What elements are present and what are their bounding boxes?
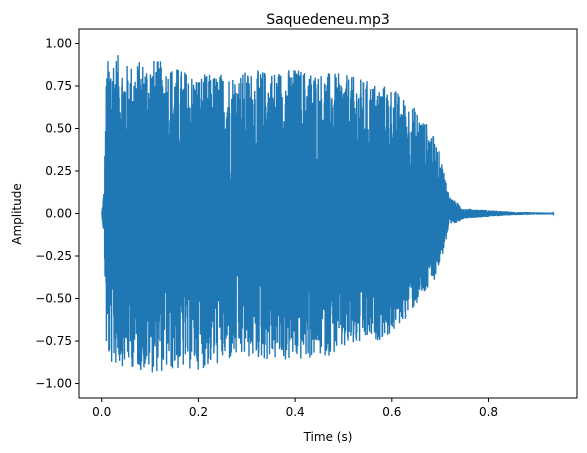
y-tick-label: −0.25 — [35, 249, 72, 263]
y-tick-label: −1.00 — [35, 377, 72, 391]
x-axis: 0.0 0.2 0.4 0.6 0.8 — [92, 398, 498, 419]
y-tick-label: 0.00 — [45, 207, 72, 221]
y-tick-label: 0.50 — [45, 121, 72, 135]
y-tick-label: −0.75 — [35, 334, 72, 348]
y-tick-label: 0.75 — [45, 79, 72, 93]
x-axis-label: Time (s) — [303, 430, 353, 444]
y-tick-label: 0.25 — [45, 164, 72, 178]
x-tick-label: 0.6 — [382, 405, 401, 419]
y-axis: 1.00 0.75 0.50 0.25 0.00 −0.25 −0.50 −0.75 −1.00 — [35, 36, 79, 391]
x-tick-label: 0.0 — [92, 405, 111, 419]
y-tick-label: 1.00 — [45, 36, 72, 50]
y-axis-label: Amplitude — [10, 183, 24, 245]
x-tick-label: 0.2 — [189, 405, 208, 419]
x-tick-label: 0.8 — [479, 405, 498, 419]
chart-title: Saquedeneu.mp3 — [266, 12, 390, 28]
waveform-series — [101, 55, 555, 373]
x-tick-label: 0.4 — [286, 405, 305, 419]
y-tick-label: −0.50 — [35, 292, 72, 306]
plot-area — [101, 55, 555, 373]
